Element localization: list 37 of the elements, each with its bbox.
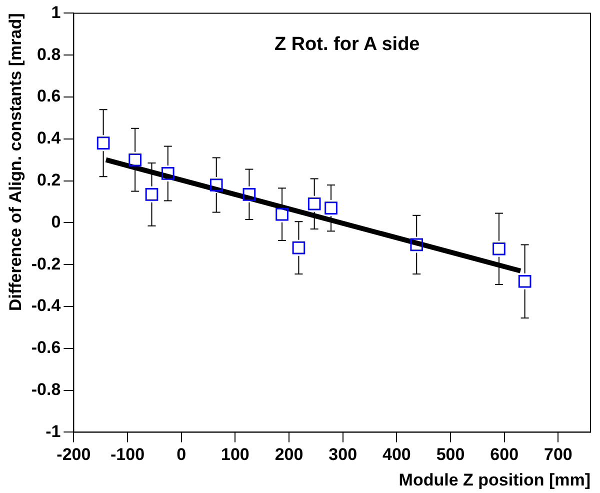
point <box>276 208 288 221</box>
point <box>210 178 223 192</box>
point <box>128 153 142 166</box>
y-tick-label: -0.8 <box>31 380 61 399</box>
y-tick-label: 0.2 <box>37 170 61 190</box>
point <box>492 242 506 256</box>
point <box>292 241 306 254</box>
point <box>410 238 424 252</box>
point <box>518 274 532 288</box>
y-tick-label: -0.6 <box>31 338 61 358</box>
x-tick-label: 700 <box>544 445 572 464</box>
y-tick-label: 0.8 <box>37 44 61 64</box>
y-tick-label: 0.4 <box>37 128 62 148</box>
x-tick-label: -200 <box>56 445 91 464</box>
point <box>308 197 321 210</box>
x-tick-label: 0 <box>176 445 186 464</box>
point <box>324 202 338 214</box>
y-tick-label: -1 <box>46 422 61 441</box>
x-tick-label: -100 <box>110 445 145 464</box>
text: Z Rot. for A side <box>274 34 420 55</box>
x-tick-label: 200 <box>274 445 304 464</box>
x-tick-label: 100 <box>221 445 250 464</box>
y-tick-label: -0.2 <box>31 254 61 274</box>
y-axis-title: Difference of Align. constants [mrad] <box>6 13 25 312</box>
x-tick-label: 400 <box>382 445 411 464</box>
y-tick-label: -0.4 <box>31 296 62 316</box>
point <box>145 188 158 201</box>
point <box>242 188 256 201</box>
y-tick-label: 0.6 <box>37 86 61 106</box>
x-tick-label: 300 <box>328 445 358 464</box>
point <box>161 167 174 180</box>
y-tick-label: 1 <box>51 2 61 22</box>
y-tick-label: 0 <box>51 212 61 232</box>
x-tick-label: 600 <box>490 445 519 464</box>
x-tick-label: 500 <box>436 445 465 464</box>
point <box>96 136 110 150</box>
x-axis-title: Module Z position [mm] <box>398 470 590 490</box>
